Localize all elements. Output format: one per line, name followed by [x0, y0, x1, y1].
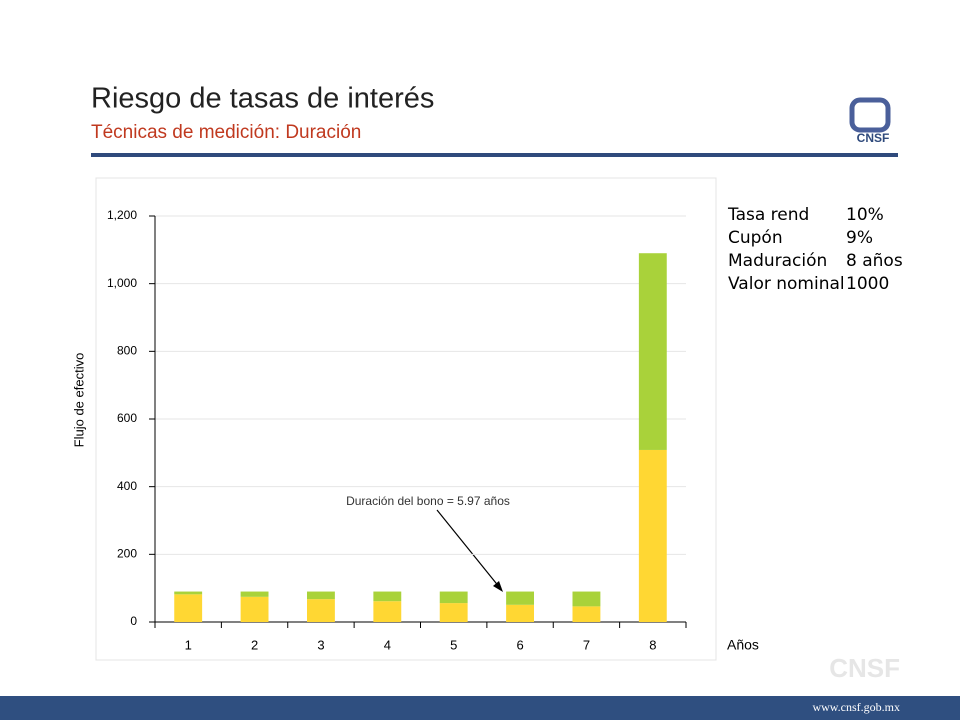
x-tick-label: 4	[384, 637, 391, 652]
info-label: Valor nominal	[728, 274, 845, 294]
chart-frame	[95, 177, 717, 661]
y-tick-label: 1,200	[107, 208, 137, 222]
title-rule	[91, 153, 898, 157]
y-tick-label: 600	[117, 411, 137, 425]
bar-segment	[306, 591, 335, 600]
logo: CNSF	[849, 97, 891, 145]
bar-segment	[572, 591, 601, 607]
x-axis-label: Años	[727, 637, 759, 653]
bar-segment	[638, 253, 667, 450]
info-value: 1000	[846, 274, 889, 294]
y-tick-label: 1,000	[107, 276, 137, 290]
y-tick-label: 200	[117, 547, 137, 561]
bar-segment	[174, 591, 203, 595]
bar-segment	[240, 591, 269, 597]
slide-subtitle: Técnicas de medición: Duración	[91, 122, 361, 143]
info-table: Tasa rend 10% Cupón 9% Maduración 8 años…	[727, 205, 903, 294]
bar-segment	[174, 594, 203, 622]
footer-url: www.cnsf.gob.mx	[812, 700, 900, 714]
x-tick-label: 6	[516, 637, 523, 652]
x-tick-label: 1	[185, 637, 192, 652]
logo-icon	[849, 97, 891, 133]
x-tick-label: 5	[450, 637, 457, 652]
footer-bar	[0, 696, 960, 720]
bar-segment	[439, 603, 468, 622]
watermark: CNSF	[829, 653, 900, 683]
info-label: Maduración	[728, 251, 827, 271]
bar-segment	[240, 596, 269, 622]
x-tick-label: 7	[583, 637, 590, 652]
y-tick-label: 400	[117, 479, 137, 493]
bar-segment	[506, 604, 535, 622]
y-axis-label: Flujo de efectivo	[71, 353, 86, 448]
info-value: 10%	[846, 205, 884, 225]
annotation: Duración del bono = 5.97 años	[346, 494, 510, 508]
x-tick-label: 2	[251, 637, 258, 652]
bar-segment	[373, 601, 402, 622]
info-value: 8 años	[846, 251, 903, 271]
x-tick-label: 8	[649, 637, 656, 652]
slide-title: Riesgo de tasas de interés	[91, 83, 434, 115]
logo-text: CNSF	[857, 131, 890, 145]
y-tick-label: 800	[117, 344, 137, 358]
bar-segment	[572, 606, 601, 622]
bar-segment	[439, 591, 468, 604]
x-tick-label: 3	[317, 637, 324, 652]
annotation-arrow	[436, 509, 501, 589]
info-label: Tasa rend	[727, 205, 809, 225]
bar-segment	[638, 449, 667, 622]
bar-segment	[373, 591, 402, 602]
info-value: 9%	[846, 228, 873, 248]
bar-segment	[306, 599, 335, 622]
info-label: Cupón	[728, 228, 783, 248]
y-tick-label: 0	[130, 614, 137, 628]
bar-segment	[506, 591, 535, 605]
arrow-head	[493, 581, 503, 592]
